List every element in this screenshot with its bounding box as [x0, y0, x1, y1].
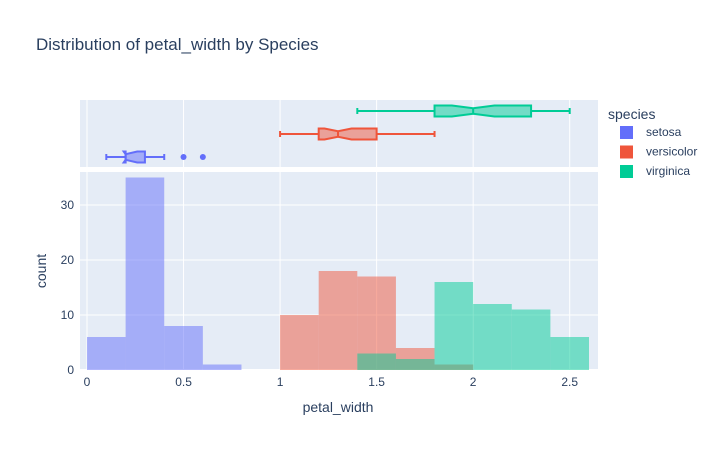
histogram-bar-virginica — [473, 304, 512, 370]
y-axis-ticks: 0 10 20 30 — [61, 198, 75, 377]
box-plot-panel — [80, 100, 598, 167]
histogram-bar-setosa — [125, 177, 165, 370]
box-outlier-setosa — [199, 154, 206, 160]
box-plots — [105, 104, 571, 164]
x-tick-label: 2.5 — [561, 375, 578, 389]
histogram-bar-setosa — [164, 326, 203, 370]
y-tick-label: 30 — [61, 198, 75, 212]
box-outlier-setosa — [180, 154, 187, 160]
x-tick-label: 2 — [470, 375, 477, 389]
x-axis-label: petal_width — [303, 399, 374, 415]
legend-item-setosa[interactable]: setosa — [620, 125, 682, 139]
box-virginica — [433, 104, 533, 118]
histogram-bar-setosa — [202, 364, 242, 370]
histogram-bar-virginica — [395, 359, 435, 370]
legend-item-versicolor[interactable]: versicolor — [620, 145, 697, 159]
legend-swatch-virginica — [620, 165, 633, 178]
legend-item-virginica[interactable]: virginica — [620, 164, 690, 178]
histogram-bar-setosa — [87, 337, 126, 370]
legend-swatch-versicolor — [620, 145, 633, 159]
legend-label-virginica: virginica — [646, 164, 690, 178]
x-tick-label: 0.5 — [175, 375, 192, 389]
histogram-bars — [87, 177, 589, 370]
legend-title: species — [608, 106, 655, 122]
histogram-panel: 0 0.5 1 1.5 2 2.5 0 10 20 30 — [61, 172, 598, 389]
x-tick-label: 1 — [277, 375, 284, 389]
legend-label-versicolor: versicolor — [646, 145, 697, 159]
legend-swatch-setosa — [620, 126, 633, 139]
histogram-bar-versicolor — [280, 315, 319, 370]
x-tick-label: 1.5 — [368, 375, 385, 389]
chart-title: Distribution of petal_width by Species — [36, 35, 319, 54]
legend-label-setosa: setosa — [646, 125, 682, 139]
histogram-bar-virginica — [357, 353, 396, 370]
y-tick-label: 20 — [61, 253, 75, 267]
histogram-bar-virginica — [550, 337, 589, 370]
box-versicolor — [317, 127, 378, 141]
y-axis-label: count — [33, 254, 49, 288]
histogram-bar-virginica — [511, 309, 551, 370]
histogram-bar-versicolor — [318, 271, 358, 370]
x-axis-ticks: 0 0.5 1 1.5 2 2.5 — [84, 375, 579, 389]
legend: species setosa versicolor virginica — [608, 106, 697, 178]
y-tick-label: 0 — [67, 363, 74, 377]
box-setosa — [121, 150, 146, 164]
histogram-bar-virginica — [434, 282, 474, 370]
y-tick-label: 10 — [61, 308, 75, 322]
x-tick-label: 0 — [84, 375, 91, 389]
